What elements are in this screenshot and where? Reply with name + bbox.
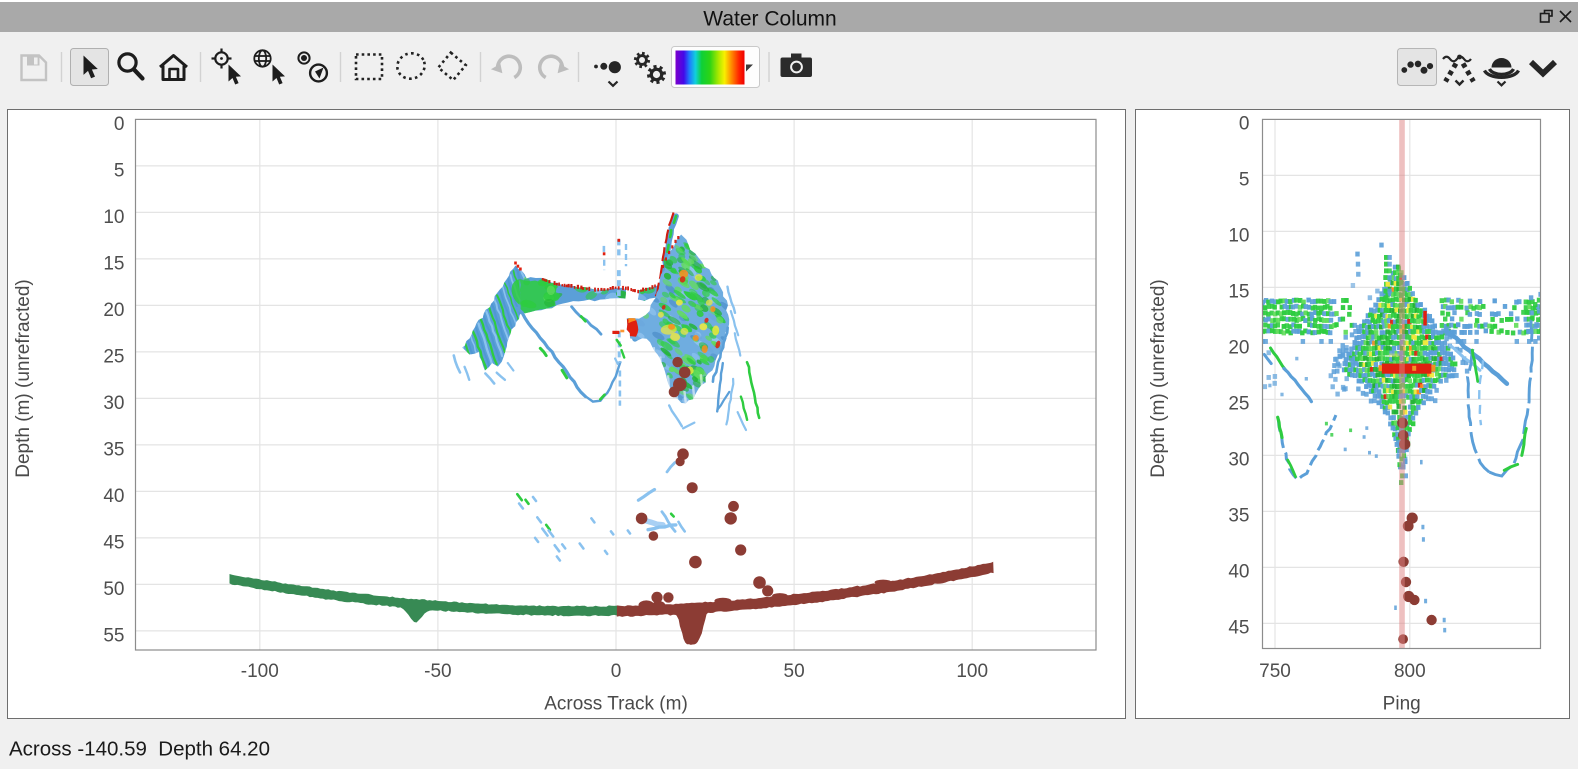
svg-text:0: 0 — [114, 114, 125, 135]
svg-text:50: 50 — [784, 661, 805, 682]
svg-text:25: 25 — [1228, 394, 1249, 415]
svg-text:40: 40 — [103, 486, 124, 507]
svg-text:Across Track (m): Across Track (m) — [544, 694, 688, 715]
svg-text:Ping: Ping — [1383, 694, 1421, 715]
svg-text:800: 800 — [1394, 661, 1426, 682]
svg-text:50: 50 — [103, 579, 124, 600]
svg-text:35: 35 — [1228, 506, 1249, 527]
svg-text:40: 40 — [1228, 562, 1249, 583]
svg-text:25: 25 — [103, 346, 124, 367]
svg-text:30: 30 — [103, 393, 124, 414]
svg-text:-50: -50 — [424, 661, 451, 682]
svg-text:5: 5 — [114, 160, 125, 181]
svg-text:Depth (m) (unrefracted): Depth (m) (unrefracted) — [13, 279, 34, 478]
svg-text:30: 30 — [1228, 450, 1249, 471]
svg-text:15: 15 — [1228, 282, 1249, 303]
svg-text:20: 20 — [103, 300, 124, 321]
svg-text:0: 0 — [611, 661, 622, 682]
svg-text:15: 15 — [103, 253, 124, 274]
svg-text:35: 35 — [103, 439, 124, 460]
svg-text:100: 100 — [956, 661, 988, 682]
svg-text:10: 10 — [103, 207, 124, 228]
svg-text:10: 10 — [1228, 226, 1249, 247]
svg-text:45: 45 — [103, 532, 124, 553]
svg-text:-100: -100 — [241, 661, 279, 682]
svg-text:750: 750 — [1259, 661, 1291, 682]
svg-text:5: 5 — [1239, 170, 1250, 191]
svg-text:Depth (m) (unrefracted): Depth (m) (unrefracted) — [1148, 279, 1169, 478]
svg-text:Water Column: Water Column — [703, 8, 836, 31]
svg-text:Across -140.59 Depth 64.20: Across -140.59 Depth 64.20 — [9, 738, 270, 761]
svg-text:45: 45 — [1228, 618, 1249, 639]
svg-text:0: 0 — [1239, 114, 1250, 135]
svg-text:20: 20 — [1228, 338, 1249, 359]
svg-text:55: 55 — [103, 625, 124, 646]
